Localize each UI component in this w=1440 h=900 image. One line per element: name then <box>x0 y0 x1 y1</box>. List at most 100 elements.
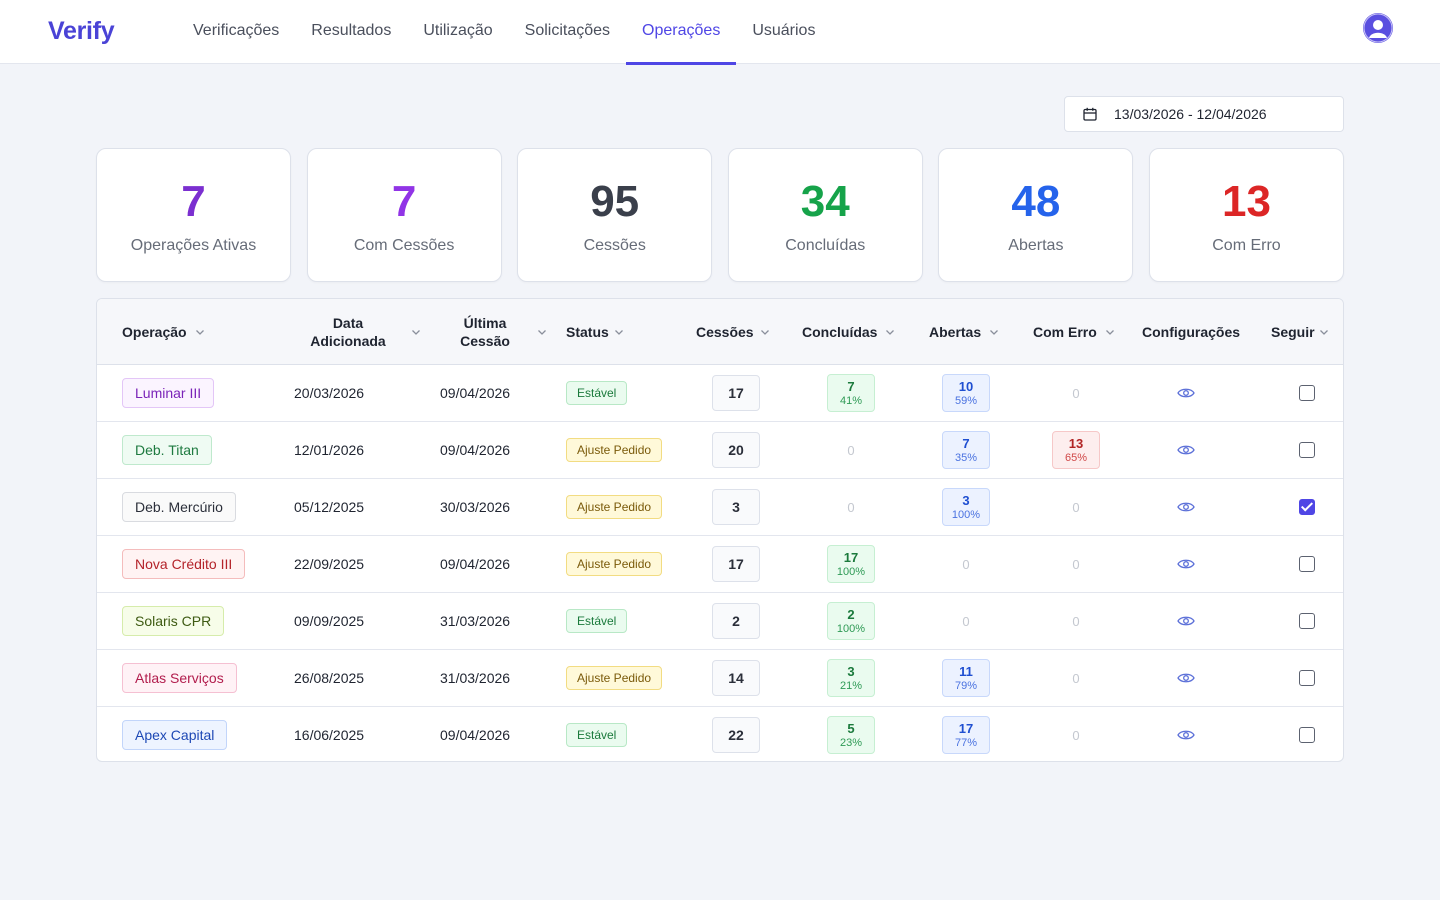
eye-icon[interactable] <box>1177 729 1195 741</box>
cell-ultima-cessao: 09/04/2026 <box>440 442 511 458</box>
cell-com-erro: 0 <box>1052 650 1100 706</box>
column-header-com-erro[interactable]: Com Erro <box>1033 299 1115 365</box>
stat-card-operacoes-ativas: 7 Operações Ativas <box>96 148 291 282</box>
concluidas-percent: 100% <box>836 622 866 635</box>
column-label-line: Adicionada <box>310 333 386 349</box>
abertas-badge: 7 35% <box>942 431 990 469</box>
chevron-down-icon <box>990 330 999 335</box>
stat-label: Cessões <box>583 237 646 254</box>
eye-icon[interactable] <box>1177 387 1195 399</box>
operation-tag[interactable]: Apex Capital <box>122 720 228 750</box>
column-label: Data Adicionada <box>310 314 386 350</box>
cell-data-adicionada: 20/03/2026 <box>294 385 365 401</box>
column-header-configuracoes: Configurações <box>1142 299 1240 365</box>
follow-checkbox[interactable] <box>1299 499 1315 515</box>
follow-checkbox[interactable] <box>1299 442 1315 458</box>
column-header-seguir[interactable]: Seguir <box>1271 299 1329 365</box>
cell-data-adicionada: 09/09/2025 <box>294 613 365 629</box>
eye-icon[interactable] <box>1177 672 1195 684</box>
column-header-operacao[interactable]: Operação <box>122 299 205 365</box>
cell-ultima-cessao: 31/03/2026 <box>440 670 511 686</box>
eye-icon[interactable] <box>1177 444 1195 456</box>
tab-verificacoes[interactable]: Verificações <box>193 22 280 39</box>
tab-solicitacoes[interactable]: Solicitações <box>524 22 611 39</box>
column-label: Seguir <box>1271 324 1315 340</box>
cell-ultima-cessao: 09/04/2026 <box>440 727 511 743</box>
follow-checkbox[interactable] <box>1299 385 1315 401</box>
table-header: Operação Data Adicionada Última Cessão Sta… <box>97 299 1343 365</box>
operations-table: Operação Data Adicionada Última Cessão Sta… <box>96 298 1344 762</box>
cell-seguir <box>1299 707 1315 761</box>
eye-icon[interactable] <box>1177 501 1195 513</box>
cell-status: Estável <box>566 593 628 649</box>
cell-configuracoes <box>1177 422 1195 478</box>
status-badge: Ajuste Pedido <box>566 438 663 462</box>
eye-icon[interactable] <box>1177 615 1195 627</box>
follow-checkbox[interactable] <box>1299 727 1315 743</box>
column-header-concluidas[interactable]: Concluídas <box>802 299 895 365</box>
concluidas-badge: 7 41% <box>827 374 875 412</box>
follow-checkbox[interactable] <box>1299 613 1315 629</box>
table-row: Deb. Mercúrio 05/12/2025 30/03/2026 Ajuste … <box>97 479 1343 536</box>
chevron-down-icon <box>538 330 546 335</box>
cessoes-count: 17 <box>712 375 760 411</box>
abertas-badge: 10 59% <box>942 374 990 412</box>
tab-resultados[interactable]: Resultados <box>311 22 392 39</box>
chevron-down-icon <box>1319 330 1328 335</box>
stat-card-abertas: 48 Abertas <box>938 148 1134 282</box>
abertas-percent: 77% <box>954 736 978 749</box>
cessoes-count: 2 <box>712 603 760 639</box>
cell-configuracoes <box>1177 707 1195 761</box>
column-header-data-adicionada[interactable]: Data Adicionada <box>310 299 421 365</box>
app-logo[interactable]: Verify <box>48 17 115 45</box>
stat-value: 7 <box>391 177 417 226</box>
eye-icon[interactable] <box>1177 558 1195 570</box>
status-badge: Estável <box>566 381 628 405</box>
tab-utilizacao[interactable]: Utilização <box>423 22 493 39</box>
tab-usuarios[interactable]: Usuários <box>752 22 816 39</box>
cell-data-adicionada: 12/01/2026 <box>294 442 365 458</box>
operation-tag[interactable]: Luminar III <box>122 378 215 408</box>
cell-ultima-cessao: 09/04/2026 <box>440 556 511 572</box>
column-header-abertas[interactable]: Abertas <box>929 299 999 365</box>
operation-tag[interactable]: Nova Crédito III <box>122 549 246 579</box>
column-header-status[interactable]: Status <box>566 299 624 365</box>
operation-tag[interactable]: Deb. Mercúrio <box>122 492 236 522</box>
cell-abertas: 7 35% <box>942 422 990 478</box>
column-label: Última Cessão <box>460 314 510 350</box>
cell-status: Ajuste Pedido <box>566 650 663 706</box>
cessoes-count: 14 <box>712 660 760 696</box>
stat-value: 95 <box>590 177 640 226</box>
status-badge: Estável <box>566 609 628 633</box>
follow-checkbox[interactable] <box>1299 556 1315 572</box>
cell-seguir <box>1299 365 1315 421</box>
cell-concluidas: 3 21% <box>827 650 875 706</box>
cell-configuracoes <box>1177 536 1195 592</box>
column-header-cessoes[interactable]: Cessões <box>696 299 770 365</box>
tab-operacoes[interactable]: Operações <box>626 0 737 65</box>
abertas-zero: 0 <box>962 556 970 572</box>
cell-abertas: 0 <box>942 536 990 592</box>
stat-value: 34 <box>800 177 850 226</box>
operation-tag[interactable]: Deb. Titan <box>122 435 212 465</box>
concluidas-badge: 17 100% <box>827 545 875 583</box>
column-label-line: Última <box>463 315 507 331</box>
com-erro-badge: 13 65% <box>1052 431 1100 469</box>
column-header-ultima-cessao[interactable]: Última Cessão <box>460 299 547 365</box>
cell-com-erro: 0 <box>1052 593 1100 649</box>
date-range-picker[interactable]: 13/03/2026 - 12/04/2026 <box>1064 96 1344 132</box>
cell-configuracoes <box>1177 479 1195 535</box>
concluidas-count: 5 <box>847 720 855 736</box>
cessoes-count: 3 <box>712 489 760 525</box>
follow-checkbox[interactable] <box>1299 670 1315 686</box>
concluidas-badge: 5 23% <box>827 716 875 754</box>
operation-tag[interactable]: Solaris CPR <box>122 606 225 636</box>
com-erro-count: 13 <box>1068 435 1084 451</box>
cell-data-adicionada: 05/12/2025 <box>294 499 365 515</box>
column-label-line: Cessão <box>460 333 510 349</box>
user-avatar-icon[interactable] <box>1363 13 1393 43</box>
operation-tag[interactable]: Atlas Serviços <box>122 663 237 693</box>
column-label-line: Data <box>332 315 364 331</box>
concluidas-percent: 21% <box>839 679 863 692</box>
column-label: Com Erro <box>1033 324 1097 340</box>
